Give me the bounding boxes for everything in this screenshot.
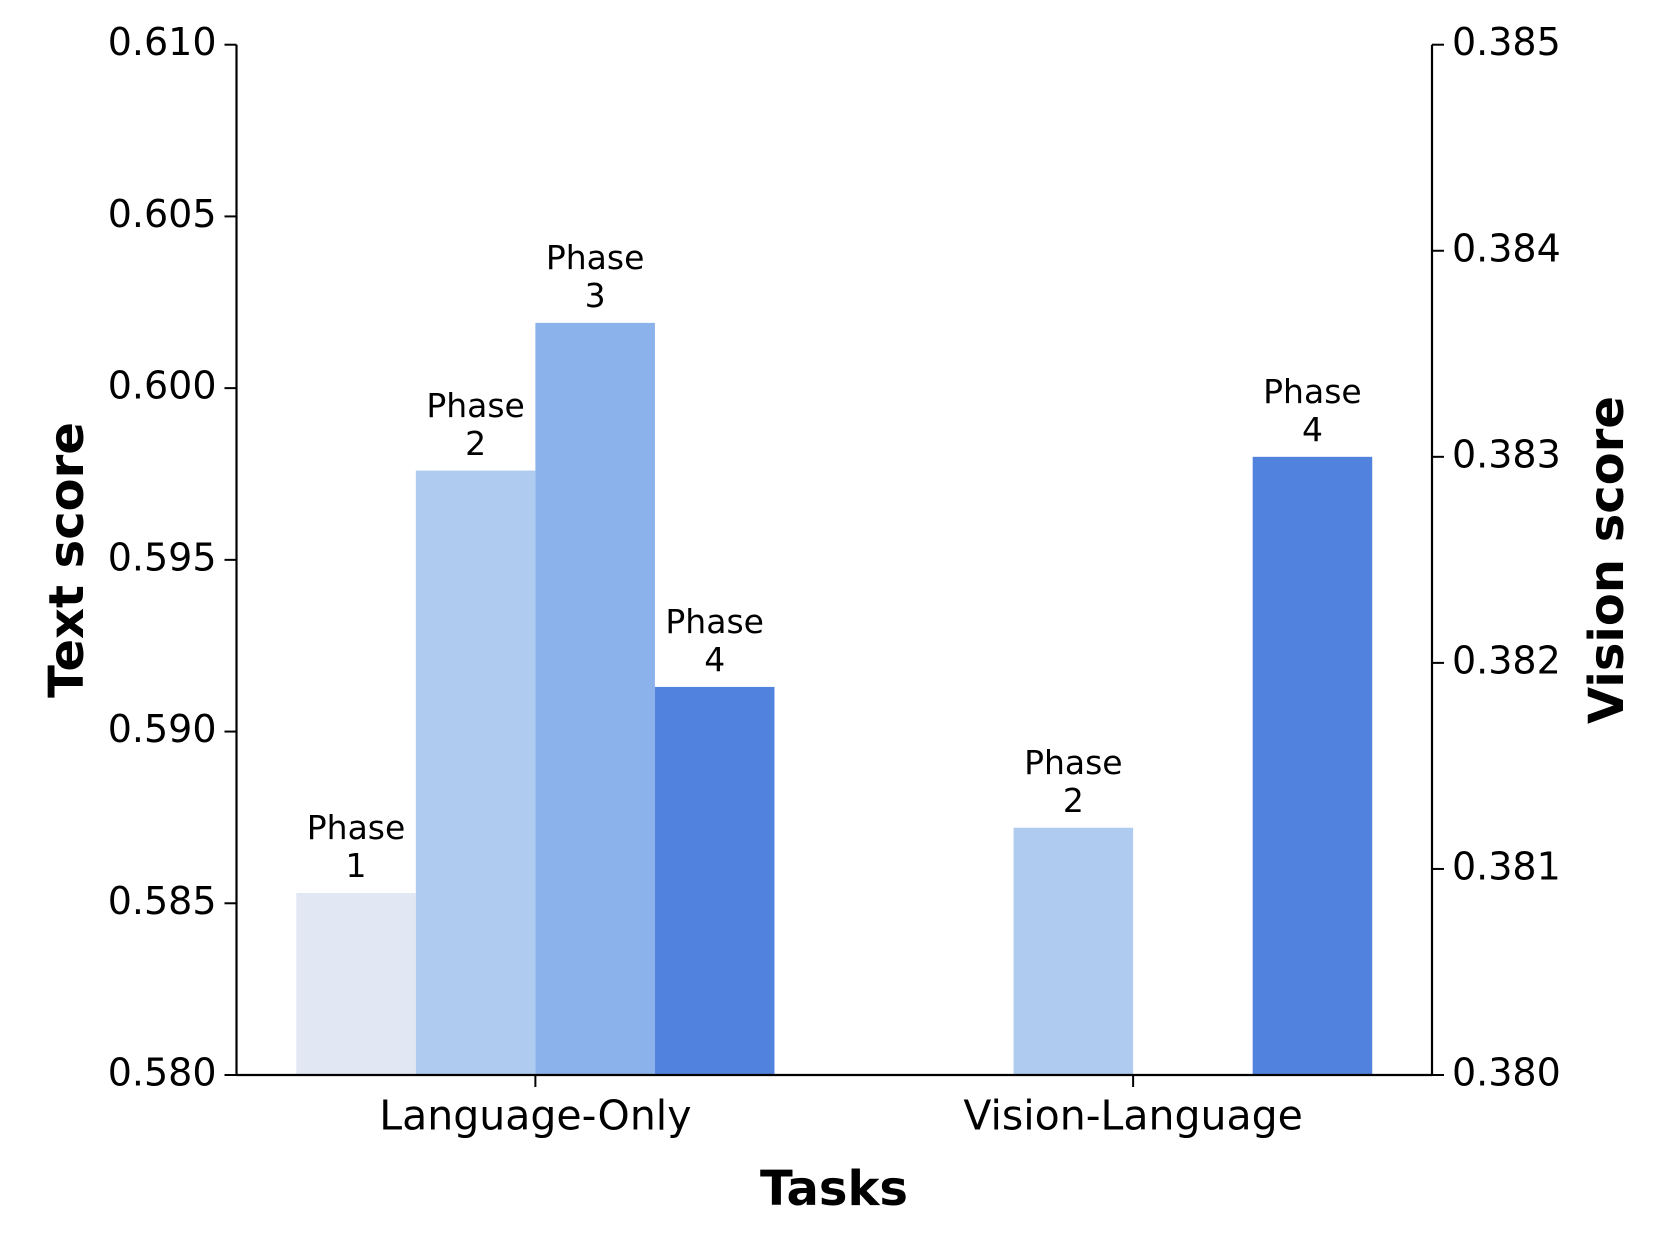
- bar-label: Phase 3: [545, 237, 645, 315]
- bar: [296, 892, 416, 1075]
- x-tick-label: Language-Only: [379, 1091, 691, 1139]
- bar: [1252, 456, 1373, 1075]
- y-tick-label: 0.610: [108, 20, 217, 64]
- y-tick-label: 0.580: [108, 1051, 217, 1095]
- bar-label: Phase 4: [665, 601, 764, 679]
- bar: [1013, 827, 1134, 1075]
- y-axis-title: Text score: [39, 422, 95, 698]
- x-tick-label: Vision-Language: [963, 1091, 1303, 1139]
- bar: [415, 470, 536, 1075]
- bar: [535, 322, 655, 1076]
- bar-label: Phase 4: [1263, 371, 1362, 449]
- y2-tick-label: 0.384: [1452, 226, 1561, 270]
- bar-label: Phase 2: [1024, 742, 1123, 820]
- y2-tick-label: 0.385: [1452, 20, 1561, 64]
- y-tick-label: 0.585: [108, 879, 217, 923]
- y-tick-label: 0.590: [108, 707, 217, 751]
- y2-tick-label: 0.380: [1452, 1051, 1561, 1095]
- bar: [654, 686, 775, 1075]
- y-tick-label: 0.605: [108, 192, 217, 236]
- y2-axis-title: Vision score: [1579, 396, 1635, 724]
- y-tick-label: 0.595: [108, 535, 217, 579]
- bar-label: Phase 1: [306, 807, 406, 885]
- y-tick-label: 0.600: [108, 364, 217, 408]
- bar-label: Phase 2: [426, 385, 525, 463]
- y2-tick-label: 0.381: [1452, 844, 1561, 888]
- y2-tick-label: 0.383: [1452, 432, 1561, 476]
- y2-tick-label: 0.382: [1452, 638, 1561, 682]
- x-axis-title: Tasks: [760, 1161, 908, 1217]
